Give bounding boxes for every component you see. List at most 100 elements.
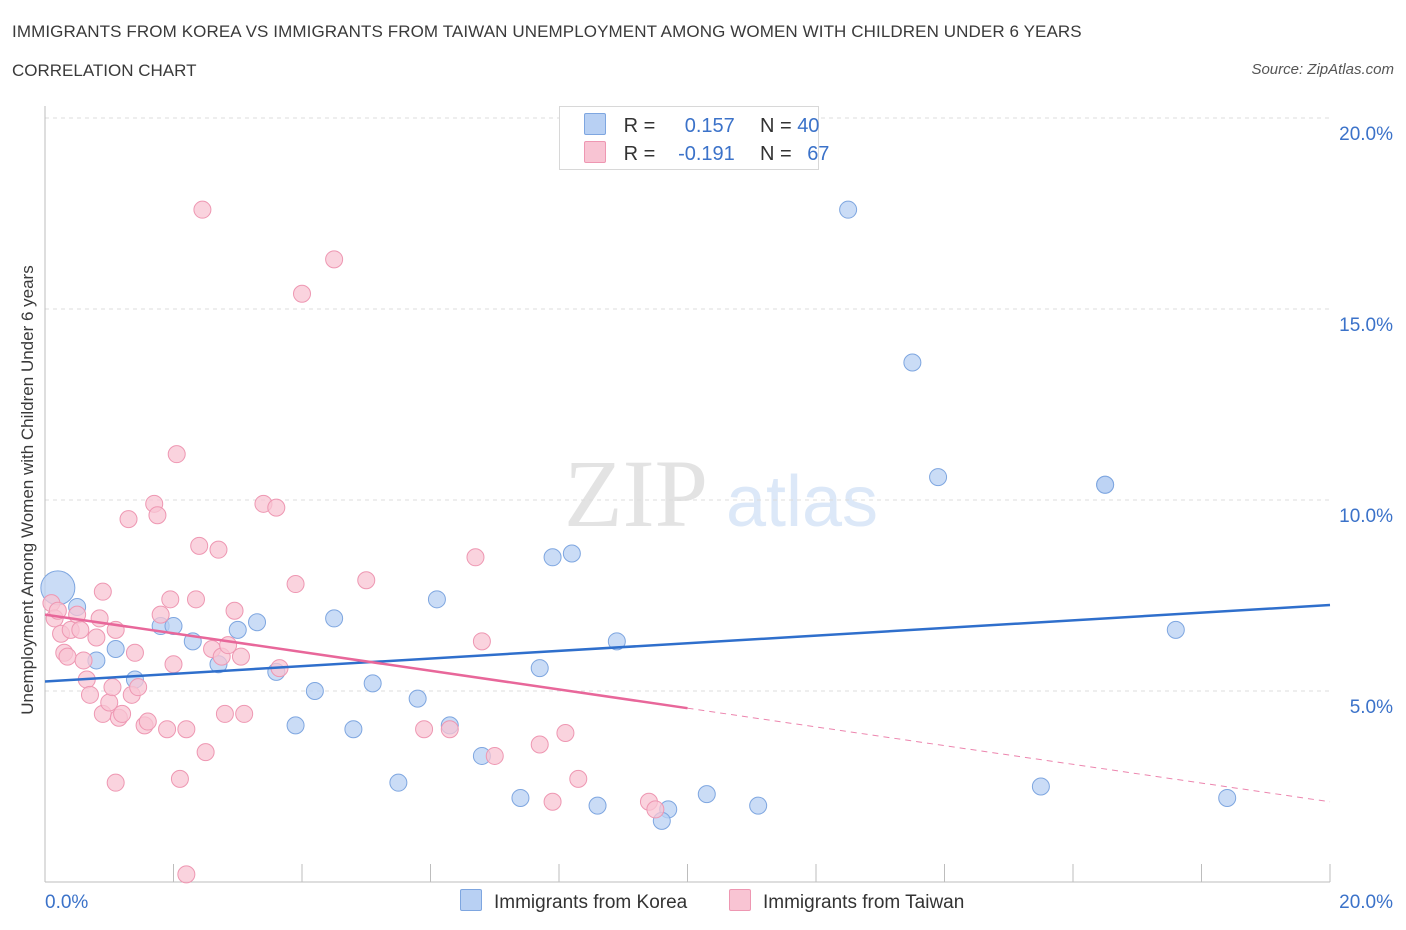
korea-point	[839, 200, 858, 219]
taiwan-point	[646, 800, 665, 819]
y-axis-label: Unemployment Among Women with Children U…	[18, 265, 37, 715]
taiwan-point	[113, 704, 132, 723]
taiwan-point	[485, 746, 504, 765]
taiwan-r-value: -0.191	[678, 143, 735, 165]
taiwan-point	[209, 540, 228, 559]
korea-point	[363, 674, 382, 693]
stats-row-taiwan: R = -0.191 N = 67	[584, 141, 829, 165]
taiwan-point	[286, 575, 305, 594]
x-tick-label: 0.0%	[45, 892, 88, 913]
korea-trend-line	[44, 603, 1331, 683]
taiwan-point	[186, 590, 205, 609]
korea-point	[228, 620, 247, 639]
watermark: ZIP atlas	[564, 440, 878, 547]
korea-point	[248, 613, 267, 632]
korea-point	[511, 788, 530, 807]
y-tick-label: 10.0%	[1339, 506, 1393, 527]
x-tick-label: 20.0%	[1339, 892, 1393, 913]
taiwan-point	[215, 704, 234, 723]
taiwan-point	[158, 720, 177, 739]
taiwan-point	[93, 582, 112, 601]
korea-point	[389, 773, 408, 792]
taiwan-point	[167, 445, 186, 464]
korea-point	[697, 785, 716, 804]
tick-labels: 5.0% 10.0% 15.0% 20.0% 0.0% 20.0%	[45, 124, 1393, 913]
korea-point	[1166, 620, 1185, 639]
taiwan-point	[170, 769, 189, 788]
korea-point	[749, 796, 768, 815]
taiwan-point	[129, 678, 148, 697]
taiwan-point	[177, 865, 196, 884]
taiwan-point	[161, 590, 180, 609]
taiwan-point	[80, 685, 99, 704]
taiwan-point	[556, 724, 575, 743]
taiwan-point	[74, 651, 93, 670]
taiwan-point	[267, 498, 286, 517]
taiwan-point	[58, 647, 77, 666]
taiwan-point	[193, 200, 212, 219]
korea-point	[903, 353, 922, 372]
taiwan-point	[190, 536, 209, 555]
korea-point	[530, 659, 549, 678]
korea-point	[286, 716, 305, 735]
watermark-atlas: atlas	[726, 462, 878, 542]
korea-n-label: N =	[759, 115, 792, 137]
taiwan-point	[71, 620, 90, 639]
y-tick-label: 5.0%	[1350, 697, 1393, 718]
taiwan-r-label: R =	[623, 143, 656, 165]
korea-point	[325, 609, 344, 628]
taiwan-point	[196, 743, 215, 762]
y-tick-label: 15.0%	[1339, 315, 1393, 336]
legend-item-taiwan: Immigrants from Taiwan	[729, 889, 964, 914]
axes	[44, 106, 1331, 883]
taiwan-point	[530, 735, 549, 754]
korea-point	[543, 548, 562, 567]
taiwan-point	[543, 792, 562, 811]
taiwan-point	[231, 647, 250, 666]
taiwan-point	[225, 601, 244, 620]
korea-n-value: 40	[797, 115, 820, 137]
korea-r-label: R =	[623, 115, 656, 137]
taiwan-point	[325, 250, 344, 269]
taiwan-point	[415, 720, 434, 739]
y-tick-label: 20.0%	[1339, 124, 1393, 145]
korea-point	[562, 544, 581, 563]
stats-row-korea: R = 0.157 N = 40	[584, 113, 819, 137]
taiwan-point	[357, 571, 376, 590]
taiwan-point	[164, 655, 183, 674]
legend-taiwan-swatch	[729, 889, 751, 911]
korea-point	[1031, 777, 1050, 796]
trend-lines	[44, 603, 1331, 803]
taiwan-point	[151, 605, 170, 624]
korea-point	[1218, 788, 1237, 807]
legend-item-korea: Immigrants from Korea	[460, 889, 687, 914]
korea-point	[106, 639, 125, 658]
legend-taiwan-label: Immigrants from Taiwan	[763, 892, 965, 913]
legend-korea-swatch	[460, 889, 482, 911]
taiwan-point	[138, 712, 157, 731]
taiwan-swatch	[584, 141, 606, 163]
korea-point	[344, 720, 363, 739]
chart-title: IMMIGRANTS FROM KOREA VS IMMIGRANTS FROM…	[12, 22, 1082, 41]
korea-point	[305, 682, 324, 700]
taiwan-point	[106, 773, 125, 792]
taiwan-point	[569, 769, 588, 788]
legend-korea-label: Immigrants from Korea	[494, 892, 688, 913]
korea-point	[427, 590, 446, 609]
korea-point	[1096, 475, 1115, 494]
watermark-zip: ZIP	[564, 440, 708, 547]
stats-legend: R = 0.157 N = 40 R = -0.191 N = 67	[559, 106, 829, 170]
taiwan-point	[472, 632, 491, 651]
taiwan-trend-extension	[687, 707, 1331, 803]
chart-subtitle: CORRELATION CHART	[12, 61, 197, 80]
source-label: Source: ZipAtlas.com	[1251, 61, 1394, 78]
taiwan-point	[103, 678, 122, 697]
taiwan-point	[148, 506, 167, 525]
taiwan-point	[466, 548, 485, 567]
taiwan-point	[293, 284, 311, 303]
taiwan-point	[235, 704, 254, 723]
korea-swatch	[584, 113, 606, 135]
korea-r-value: 0.157	[684, 115, 735, 137]
korea-point	[607, 632, 626, 651]
